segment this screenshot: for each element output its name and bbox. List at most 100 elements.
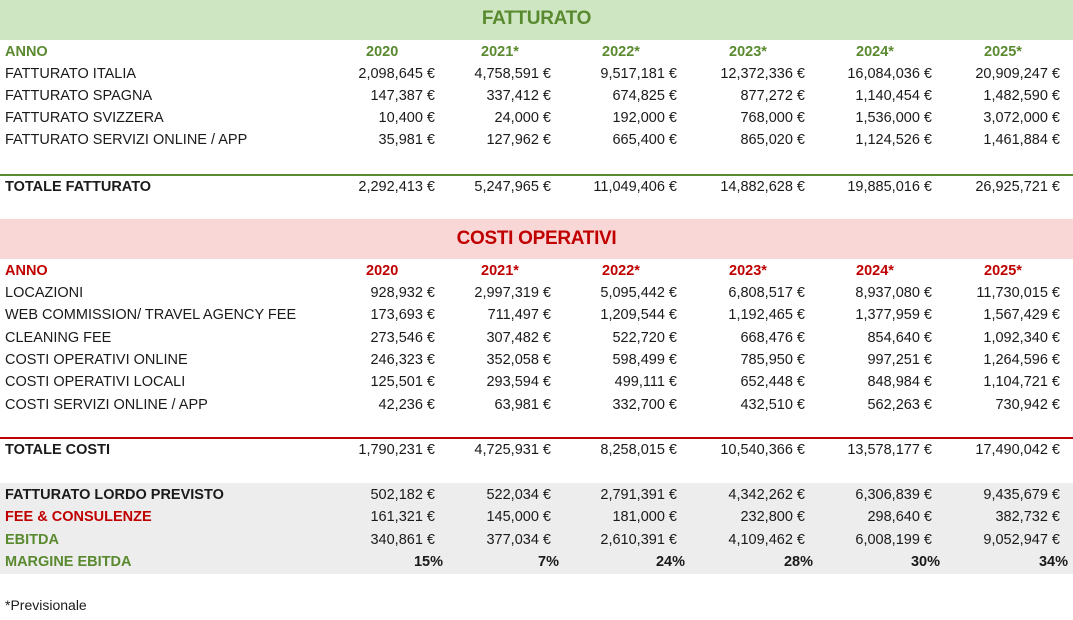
- cell-2022: 181,000 €: [612, 509, 677, 525]
- cell-2023: 12,372,336 €: [720, 66, 805, 82]
- ebitda-label: EBITDA: [5, 532, 59, 548]
- fees-label: FEE & CONSULENZE: [5, 509, 152, 525]
- revenue-title-band: [0, 0, 1073, 40]
- costs-title-band: [0, 219, 1073, 259]
- cell-2022: 11,049,406 €: [593, 179, 677, 195]
- cell-2024: 562,263 €: [867, 397, 932, 413]
- cell-2024: 1,124,526 €: [855, 132, 932, 148]
- row-label: CLEANING FEE: [5, 330, 112, 346]
- cell-2022: 674,825 €: [612, 88, 677, 104]
- cell-2021: 7%: [538, 554, 559, 570]
- fees-row: FEE & CONSULENZE 161,321 € 145,000 € 181…: [0, 506, 1073, 528]
- cell-2023: 28%: [783, 554, 813, 570]
- cell-2020: 147,387 €: [370, 88, 435, 104]
- cell-2022: 2,610,391 €: [600, 532, 677, 548]
- cell-2025: 1,104,721 €: [983, 374, 1060, 390]
- cell-2024: 848,984 €: [867, 374, 932, 390]
- cell-2022: 2,791,391 €: [600, 487, 677, 503]
- row-label: COSTI OPERATIVI LOCALI: [5, 374, 186, 390]
- costs-total-row: TOTALE COSTI 1,790,231 € 4,725,931 € 8,2…: [0, 439, 1073, 461]
- cell-2021: 522,034 €: [486, 487, 551, 503]
- cell-2022: 499,111 €: [614, 374, 677, 390]
- revenue-year-2024: 2024*: [856, 44, 894, 60]
- table-row: FATTURATO ITALIA 2,098,645 € 4,758,591 €…: [0, 63, 1073, 85]
- cell-2025: 9,435,679 €: [983, 487, 1060, 503]
- cell-2024: 6,306,839 €: [855, 487, 932, 503]
- cell-2021: 63,981 €: [494, 397, 551, 413]
- cell-2022: 8,258,015 €: [600, 442, 677, 458]
- table-row: COSTI OPERATIVI ONLINE 246,323 € 352,058…: [0, 349, 1073, 371]
- costs-total-divider: [0, 437, 1073, 439]
- cell-2021: 307,482 €: [486, 330, 551, 346]
- cell-2025: 382,732 €: [995, 509, 1060, 525]
- costs-year-2020: 2020: [366, 263, 399, 279]
- row-label: COSTI SERVIZI ONLINE / APP: [5, 397, 208, 413]
- cell-2025: 9,052,947 €: [983, 532, 1060, 548]
- row-label: FATTURATO SERVIZI ONLINE / APP: [5, 132, 248, 148]
- cell-2021: 4,725,931 €: [474, 442, 551, 458]
- row-label: COSTI OPERATIVI ONLINE: [5, 352, 188, 368]
- cell-2023: 668,476 €: [740, 330, 805, 346]
- revenue-section-title: FATTURATO: [481, 8, 592, 29]
- cell-2022: 332,700 €: [612, 397, 677, 413]
- cell-2020: 35,981 €: [378, 132, 435, 148]
- cell-2021: 293,594 €: [486, 374, 551, 390]
- costs-header-row: ANNO 2020 2021* 2022* 2023* 2024* 2025*: [0, 260, 1073, 282]
- cell-2020: 42,236 €: [378, 397, 435, 413]
- cell-2022: 598,499 €: [612, 352, 677, 368]
- cell-2020: 173,693 €: [370, 307, 435, 323]
- cell-2025: 34%: [1038, 554, 1068, 570]
- cell-2021: 145,000 €: [486, 509, 551, 525]
- table-row: CLEANING FEE 273,546 € 307,482 € 522,720…: [0, 327, 1073, 349]
- cell-2022: 522,720 €: [612, 330, 677, 346]
- margin-label: MARGINE EBITDA: [5, 554, 132, 570]
- cell-2020: 340,861 €: [370, 532, 435, 548]
- cell-2025: 1,567,429 €: [983, 307, 1060, 323]
- cell-2023: 877,272 €: [740, 88, 805, 104]
- table-row: FATTURATO SPAGNA 147,387 € 337,412 € 674…: [0, 85, 1073, 107]
- cell-2024: 19,885,016 €: [847, 179, 932, 195]
- cell-2021: 711,497 €: [487, 307, 551, 323]
- costs-year-2023: 2023*: [729, 263, 767, 279]
- cell-2022: 1,209,544 €: [600, 307, 677, 323]
- row-label: FATTURATO SVIZZERA: [5, 110, 164, 126]
- cell-2021: 24,000 €: [494, 110, 551, 126]
- cell-2024: 854,640 €: [867, 330, 932, 346]
- revenue-header-row: ANNO 2020 2021* 2022* 2023* 2024* 2025*: [0, 41, 1073, 63]
- cell-2023: 10,540,366 €: [720, 442, 805, 458]
- cell-2023: 865,020 €: [740, 132, 805, 148]
- cell-2020: 928,932 €: [370, 285, 435, 301]
- cell-2023: 432,510 €: [740, 397, 805, 413]
- gross-label: FATTURATO LORDO PREVISTO: [5, 487, 224, 503]
- cell-2020: 15%: [413, 554, 443, 570]
- costs-section-title: COSTI OPERATIVI: [456, 228, 617, 249]
- table-row: LOCAZIONI 928,932 € 2,997,319 € 5,095,44…: [0, 282, 1073, 304]
- ebitda-row: EBITDA 340,861 € 377,034 € 2,610,391 € 4…: [0, 529, 1073, 551]
- cell-2021: 4,758,591 €: [474, 66, 551, 82]
- footnote: *Previsionale: [5, 597, 87, 613]
- cell-2024: 6,008,199 €: [855, 532, 932, 548]
- cell-2022: 5,095,442 €: [600, 285, 677, 301]
- cell-2021: 377,034 €: [486, 532, 551, 548]
- costs-year-2021: 2021*: [481, 263, 519, 279]
- row-label: FATTURATO SPAGNA: [5, 88, 153, 104]
- cell-2024: 997,251 €: [867, 352, 932, 368]
- revenue-header-label: ANNO: [5, 44, 48, 60]
- cell-2024: 13,578,177 €: [847, 442, 932, 458]
- costs-header-label: ANNO: [5, 263, 48, 279]
- cell-2022: 665,400 €: [612, 132, 677, 148]
- cell-2024: 1,536,000 €: [855, 110, 932, 126]
- revenue-year-2022: 2022*: [602, 44, 640, 60]
- cell-2023: 785,950 €: [740, 352, 805, 368]
- cell-2025: 1,092,340 €: [983, 330, 1060, 346]
- revenue-year-2025: 2025*: [984, 44, 1022, 60]
- revenue-total-divider: [0, 174, 1073, 176]
- summary-band: [0, 483, 1073, 574]
- cell-2020: 502,182 €: [370, 487, 435, 503]
- cell-2025: 20,909,247 €: [975, 66, 1060, 82]
- revenue-year-2021: 2021*: [481, 44, 519, 60]
- table-row: FATTURATO SVIZZERA 10,400 € 24,000 € 192…: [0, 107, 1073, 129]
- row-label: FATTURATO ITALIA: [5, 66, 137, 82]
- costs-year-2024: 2024*: [856, 263, 894, 279]
- cell-2020: 2,292,413 €: [358, 179, 435, 195]
